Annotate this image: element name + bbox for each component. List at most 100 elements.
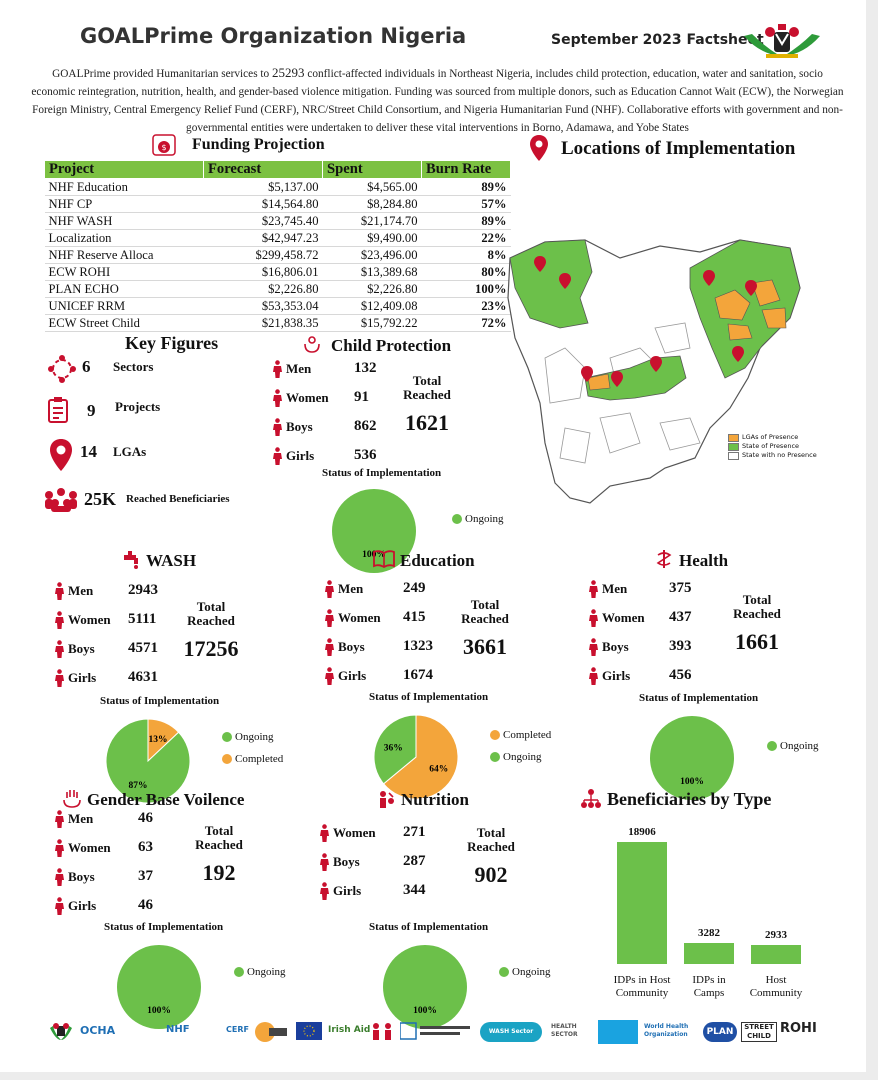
pie-label-ongoing: 36% [384,743,403,753]
wash-title: WASH [146,551,197,570]
total-reached-label: Total Reached [392,374,462,402]
table-cell: NHF Education [44,178,204,196]
table-cell: 89% [421,178,511,196]
person-icon [588,609,599,632]
lgas-value: 14 [80,442,97,461]
location-pin-icon [530,135,548,161]
table-cell: 57% [421,195,511,213]
lgas-label: LGAs [113,444,147,459]
table-cell: $12,409.08 [322,297,422,315]
table-cell: $21,174.70 [322,212,422,230]
nutrition-status-pie: 100% [381,943,469,1036]
table-cell: 80% [421,263,511,281]
person-icon [54,640,65,663]
person-icon [588,638,599,661]
boys-label: Boys [333,854,360,869]
table-row: ECW ROHI $16,806.01 $13,389.68 80% [44,263,511,281]
lga-pin-icon [50,439,72,471]
pie-slice-ongoing [117,945,201,1029]
child-protection-icon [304,336,320,353]
women-label: Women [68,612,111,627]
person-icon [272,389,283,412]
nigeria-map [507,239,801,504]
boys-value: 4571 [128,640,158,656]
logo-plan: PLAN [703,1022,737,1042]
table-header-cell: Project [44,160,204,179]
girls-label: Girls [333,883,362,898]
pie-label-ongoing: 87% [128,781,147,791]
person-icon [324,580,335,603]
reached-label: Reached [195,837,243,852]
map-legend: LGAs of Presence State of Presence State… [728,433,817,460]
person-icon [272,360,283,383]
boys-label: Boys [68,641,95,656]
table-row: UNICEF RRM $53,353.04 $12,409.08 23% [44,297,511,315]
pie-label-completed: 13% [149,735,168,745]
child-protection-title: Child Protection [331,336,452,355]
pie-label: 100% [680,777,704,787]
cp-status-label: Status of Implementation [322,467,442,479]
pie-slice-ongoing [373,714,417,785]
table-cell: $21,838.35 [203,314,323,332]
table-cell: $9,490.00 [322,229,422,247]
footer-logos: OCHA NHF CERF Irish Aid WASH Sector NIGE… [48,1018,828,1055]
boys-label: Boys [286,419,313,434]
total-value: 1621 [405,410,449,435]
girls-value: 46 [138,897,153,913]
men-label: Men [68,583,94,598]
person-icon [54,897,65,920]
gbv-title: Gender Base Voilence [87,790,245,809]
reached-label: Reached [733,606,781,621]
wash-legend-completed: Completed [222,753,283,765]
women-value: 271 [403,824,426,840]
women-label: Women [338,610,381,625]
reached-label: Reached [403,387,451,402]
education-status-pie: 64% 36% [372,713,460,806]
logo-cerf: CERF [226,1025,249,1034]
total-label: Total [412,373,442,388]
cp-legend-ongoing: Ongoing [452,513,504,525]
money-bag-icon: $ [152,134,176,156]
total-value: 192 [202,860,236,885]
table-cell: $2,226.80 [203,280,323,298]
book-icon [373,550,395,568]
pie-slice-ongoing [383,945,467,1029]
pie-slice-ongoing [650,716,734,800]
legend-swatch-no-presence [728,451,739,460]
women-value: 91 [354,389,369,405]
nutrition-icon [380,791,394,808]
men-label: Men [602,581,628,596]
ecw-logo-icon [255,1022,287,1042]
table-row: NHF CP $14,564.80 $8,284.80 57% [44,195,511,213]
sectors-value: 6 [82,357,91,376]
gbv-hands-icon [63,790,81,808]
table-cell: 23% [421,297,511,315]
total-value: 1661 [735,629,779,654]
pie-slice-completed [382,714,459,800]
bar-3 [751,945,801,964]
total-value: 3661 [463,634,507,659]
table-cell: 8% [421,246,511,264]
men-label: Men [286,361,312,376]
men-value: 46 [138,810,153,826]
eu-flag-icon [296,1022,322,1040]
bar-category-label: IDPs in Host Community [613,974,671,999]
bar-value-label: 3282 [698,927,720,939]
funding-title: Funding Projection [192,136,325,153]
beneficiaries-title: Beneficiaries by Type [607,789,772,809]
boys-value: 1323 [403,638,433,654]
table-cell: $14,564.80 [203,195,323,213]
person-icon [54,582,65,605]
intro-paragraph: GOALPrime provided Humanitarian services… [31,65,844,134]
person-icon [319,824,330,847]
health-legend-ongoing: Ongoing [767,740,819,752]
table-header-cell: Forecast [203,160,323,179]
person-icon [319,882,330,905]
girls-label: Girls [602,668,631,683]
table-cell: NHF CP [44,195,204,213]
table-row: ECW Street Child $21,838.35 $15,792.22 72% [44,314,511,332]
education-in-emergencies-logo-icon [400,1022,470,1040]
men-value: 375 [669,580,692,596]
gbv-status-label: Status of Implementation [104,921,224,933]
men-value: 249 [403,580,426,596]
